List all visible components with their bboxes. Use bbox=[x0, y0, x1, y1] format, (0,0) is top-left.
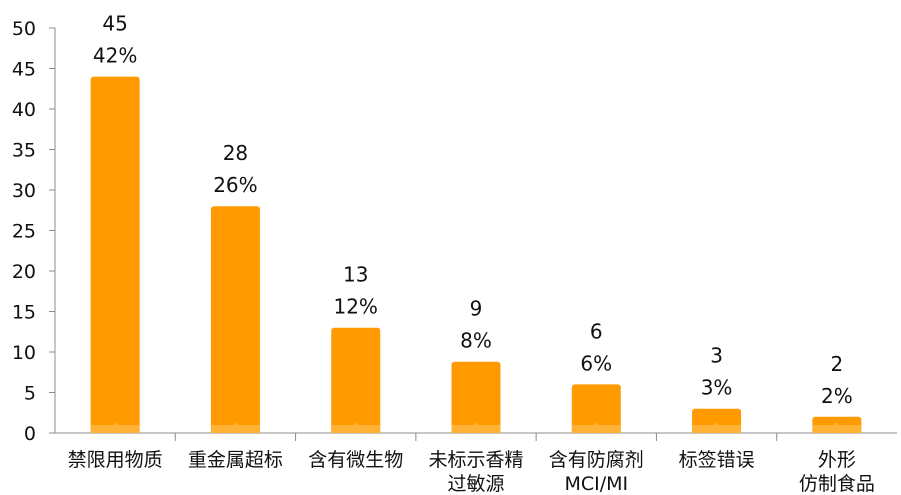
y-tick-label: 30 bbox=[12, 180, 36, 202]
percent-label: 12% bbox=[333, 295, 377, 319]
y-tick-label: 15 bbox=[12, 302, 36, 324]
count-label: 13 bbox=[343, 263, 368, 287]
category-label: 禁限用物质 bbox=[68, 449, 163, 471]
category-label: 外形 bbox=[818, 449, 856, 471]
count-label: 9 bbox=[470, 297, 483, 321]
y-tick-label: 0 bbox=[24, 423, 36, 445]
percent-label: 2% bbox=[821, 384, 853, 408]
category-label: 仿制食品 bbox=[799, 473, 875, 495]
bar-notch bbox=[110, 422, 121, 429]
category-label: 标签错误 bbox=[679, 449, 755, 471]
count-label: 45 bbox=[102, 12, 127, 36]
count-label: 3 bbox=[710, 344, 723, 368]
bar-notch bbox=[471, 422, 481, 429]
count-label: 2 bbox=[830, 352, 843, 376]
bar-notch bbox=[591, 422, 602, 429]
percent-label: 26% bbox=[213, 173, 257, 197]
count-label: 6 bbox=[590, 319, 603, 343]
bar-notch bbox=[350, 422, 361, 429]
y-tick-label: 20 bbox=[12, 261, 36, 283]
bar bbox=[451, 361, 501, 433]
bar-notch bbox=[230, 422, 241, 429]
category-label: MCI/MI bbox=[564, 473, 628, 495]
category-label: 未标示香精 bbox=[428, 449, 523, 471]
category-label: 含有防腐剂 bbox=[549, 449, 644, 471]
bar-notch bbox=[711, 422, 722, 429]
bar bbox=[571, 384, 621, 433]
y-tick-label: 25 bbox=[12, 221, 36, 243]
y-tick-label: 35 bbox=[12, 140, 36, 162]
y-tick-label: 5 bbox=[24, 383, 36, 405]
bars bbox=[90, 76, 862, 433]
percent-label: 42% bbox=[93, 44, 137, 68]
bar bbox=[90, 76, 140, 433]
bar bbox=[210, 206, 260, 433]
percent-label: 3% bbox=[701, 376, 733, 400]
bar-notch bbox=[831, 422, 842, 429]
y-tick-label: 10 bbox=[12, 342, 36, 364]
category-label: 含有微生物 bbox=[308, 449, 403, 471]
percent-label: 6% bbox=[580, 351, 612, 375]
labels: 4542%禁限用物质2826%重金属超标1312%含有微生物98%未标示香精过敏… bbox=[68, 12, 875, 495]
percent-label: 8% bbox=[460, 329, 492, 353]
category-label: 重金属超标 bbox=[188, 449, 283, 471]
y-tick-label: 45 bbox=[12, 59, 36, 81]
bar bbox=[331, 327, 381, 433]
axes: 0 5 10 15 20 25 30 35 40 45 50 bbox=[12, 18, 897, 445]
count-label: 28 bbox=[223, 141, 248, 165]
y-tick-label: 40 bbox=[12, 99, 36, 121]
category-label: 过敏源 bbox=[447, 473, 504, 495]
y-tick-label: 50 bbox=[12, 18, 36, 40]
